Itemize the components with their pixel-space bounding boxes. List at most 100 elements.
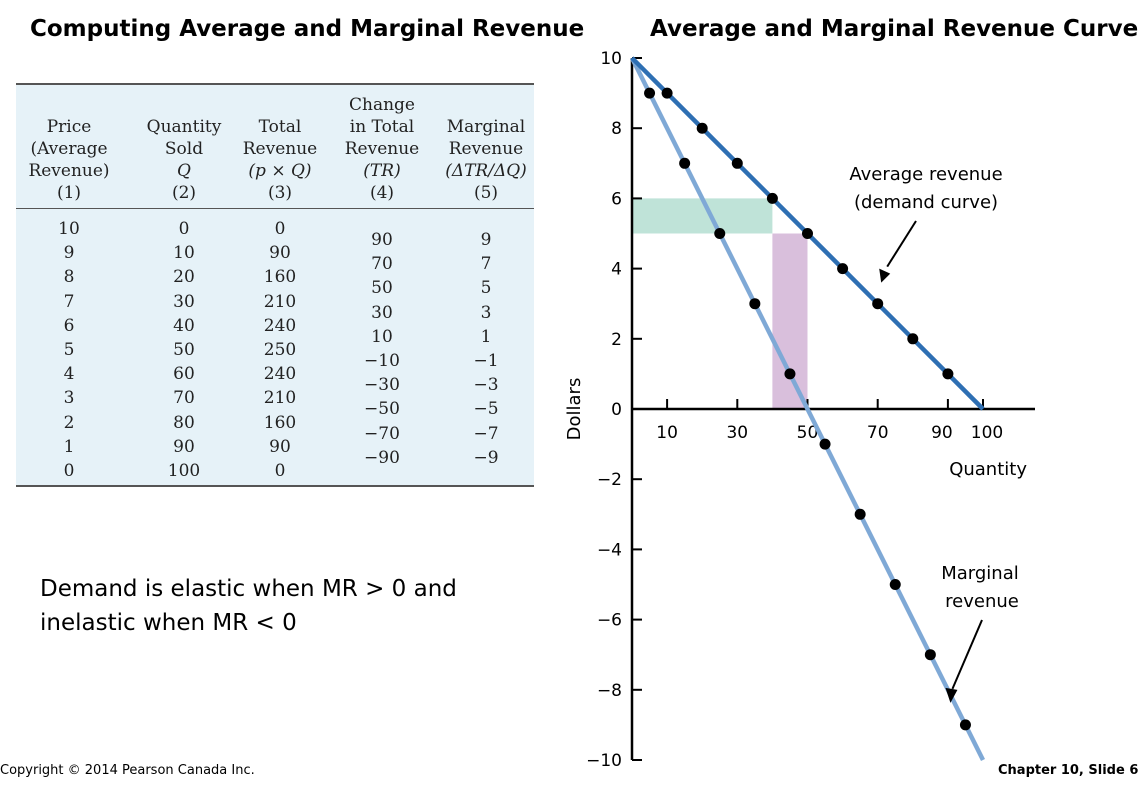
table-cell: 4	[63, 364, 75, 385]
header-text: (ΔTR/ΔQ)	[445, 161, 527, 181]
ar-arrow-head	[879, 268, 891, 283]
chart-title: Average and Marginal Revenue Curves	[650, 16, 1138, 42]
header-text: Revenue)	[28, 161, 110, 181]
table-cell: 1	[63, 436, 75, 457]
slide-number: Chapter 10, Slide 6	[998, 763, 1138, 778]
table-cell: 8	[63, 267, 75, 288]
header-total-revenue: Total Revenue (p × Q) (3)	[230, 116, 330, 204]
table-cell: 2	[63, 412, 75, 433]
mr-arrow-head	[945, 687, 958, 703]
table-cell: 240	[263, 364, 297, 385]
header-text: in Total	[349, 117, 415, 137]
column-quantity: 0 10 20 30 40 50 60 70 80 90 100	[134, 217, 234, 483]
marginal-revenue-point	[854, 508, 866, 520]
table-cell: −90	[364, 447, 400, 468]
ar-annotation-line: (demand curve)	[854, 192, 998, 213]
average-revenue-demand-curve-point	[837, 263, 849, 275]
table-cell: 5	[480, 278, 492, 299]
marginal-revenue-point	[679, 157, 691, 169]
average-revenue-demand-curve-point	[907, 333, 919, 345]
table-cell: 20	[173, 267, 195, 288]
table-cell: 7	[63, 291, 75, 312]
table-cell: 0	[178, 219, 190, 239]
marginal-revenue-point	[889, 579, 901, 590]
header-marginal-revenue: Marginal Revenue (ΔTR/ΔQ) (5)	[431, 116, 541, 204]
header-text: (p × Q)	[248, 161, 312, 181]
header-text: Change	[349, 95, 415, 115]
average-revenue-demand-curve-point	[766, 192, 778, 204]
ar-arrow-shaft	[886, 220, 917, 268]
header-text: Price	[46, 117, 92, 137]
marginal-revenue-point	[714, 228, 726, 239]
average-revenue-demand-curve-point	[661, 87, 673, 99]
header-change-tr: Change in Total Revenue (TR) (4)	[329, 94, 435, 204]
y-tick-label: 6	[611, 189, 622, 209]
table-cell: −5	[473, 399, 499, 420]
table-cell: −10	[364, 351, 400, 372]
table-cell: −30	[364, 375, 400, 396]
y-tick-label: −2	[597, 470, 622, 490]
table-cell: −70	[364, 423, 400, 444]
table-cell: 30	[371, 302, 393, 323]
y-tick-label: 0	[611, 400, 622, 420]
table-cell: 10	[371, 326, 393, 347]
marginal-revenue-point	[819, 438, 831, 450]
table-header: Price (Average Revenue) (1) Quantity Sol…	[16, 85, 534, 209]
table-cell: 60	[173, 364, 195, 385]
average-revenue-demand-curve-point	[872, 298, 884, 310]
x-tick-label: 70	[867, 423, 889, 443]
header-quantity: Quantity Sold Q (2)	[134, 116, 234, 204]
y-tick-label: 10	[600, 49, 622, 69]
mr-arrow-shaft	[951, 619, 983, 690]
header-text: (Average	[30, 139, 108, 159]
table-cell: 70	[173, 388, 195, 409]
table-cell: 30	[173, 291, 195, 312]
table-cell: 240	[263, 315, 297, 336]
table-cell: 6	[63, 315, 75, 336]
average-revenue-demand-curve-point	[802, 228, 813, 239]
table-cell: −7	[473, 423, 499, 444]
marginal-revenue-point	[924, 649, 936, 661]
header-text: (4)	[369, 183, 395, 203]
table-cell: 5	[63, 340, 75, 361]
shaded-region-1	[632, 198, 773, 234]
note-line: Demand is elastic when MR > 0 and	[40, 576, 457, 602]
header-text: Marginal	[446, 117, 526, 137]
y-tick-label: −10	[586, 751, 622, 771]
table-cell: 0	[274, 461, 286, 482]
table-cell: −3	[473, 375, 499, 396]
average-revenue-demand-curve-point	[696, 122, 708, 134]
mr-annotation-line: Marginal	[941, 563, 1019, 584]
table-cell: 3	[480, 302, 492, 323]
y-axis-label: Dollars	[564, 378, 585, 441]
column-marginal-revenue: 9 7 5 3 1 −1 −3 −5 −7 −9	[431, 228, 541, 470]
elasticity-note: Demand is elastic when MR > 0 and inelas…	[40, 572, 457, 640]
y-tick-label: 2	[611, 330, 622, 350]
marginal-revenue-point	[784, 368, 796, 380]
header-text: Revenue	[344, 139, 420, 159]
column-change-tr: 90 70 50 30 10 −10 −30 −50 −70 −90	[329, 228, 435, 470]
header-text: Sold	[164, 139, 204, 159]
table-cell: 100	[167, 461, 201, 482]
x-tick-label: 30	[726, 423, 748, 443]
header-text: (1)	[56, 183, 82, 203]
table-cell: −50	[364, 399, 400, 420]
table-cell: 90	[371, 230, 393, 250]
header-text: (5)	[473, 183, 499, 203]
header-text: (TR)	[363, 161, 401, 181]
table-cell: 9	[63, 243, 75, 264]
x-tick-label: 100	[971, 423, 1003, 443]
header-text: Total	[258, 117, 302, 137]
x-tick-label: 50	[797, 423, 819, 443]
table-cell: 90	[269, 436, 291, 457]
table-cell: 1	[480, 326, 492, 347]
table-cell: 3	[63, 388, 75, 409]
table-cell: 0	[63, 461, 75, 482]
table-title: Computing Average and Marginal Revenue	[30, 16, 585, 42]
marginal-revenue-line	[629, 56, 986, 762]
table-cell: −1	[473, 351, 499, 372]
table-cell: 10	[173, 243, 195, 264]
table-cell: 210	[263, 388, 297, 409]
mr-annotation-line: revenue	[945, 591, 1019, 612]
table-cell: 7	[480, 254, 492, 275]
